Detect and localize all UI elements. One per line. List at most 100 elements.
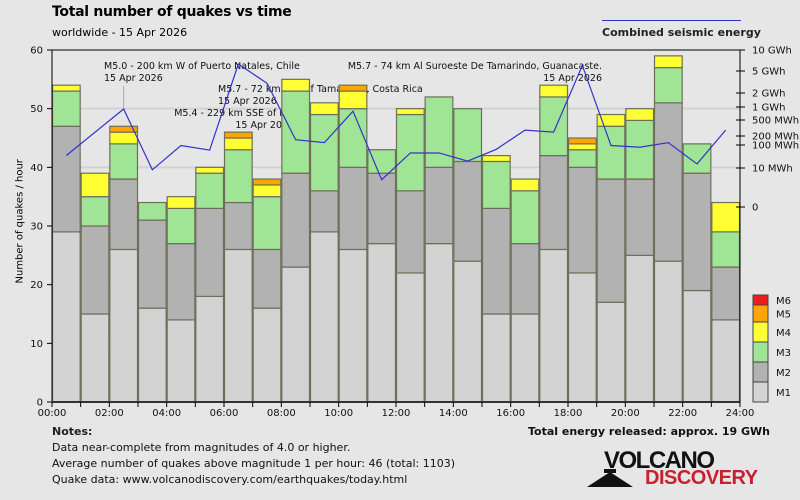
bar-segment-m1	[195, 295, 225, 403]
legend-label: M2	[776, 368, 791, 379]
bar-segment-m2	[395, 190, 425, 274]
energy-tick-label: 5 GWh	[752, 67, 786, 78]
energy-line	[65, 63, 727, 181]
legend-swatch-m4	[752, 321, 769, 343]
note-link[interactable]: Quake data: www.volcanodiscovery.com/ear…	[52, 473, 408, 486]
bar-segment-m3	[424, 96, 454, 168]
bar-segment-m4	[596, 113, 626, 127]
energy-line-layer	[65, 63, 727, 181]
bar-segment-m2	[137, 219, 167, 309]
bar-segment-m4	[309, 102, 339, 116]
y-tick-label: 0	[37, 398, 43, 409]
energy-legend-label: Combined seismic energy	[602, 26, 761, 39]
bar-segment-m3	[109, 143, 139, 180]
energy-tick-label: 1 GWh	[752, 103, 786, 114]
annotation-text: 15 Apr 2026	[104, 73, 163, 84]
bar-segment-m2	[309, 190, 339, 233]
x-tick-label: 22:00	[668, 408, 697, 419]
energy-tick-label: 10 GWh	[752, 46, 792, 57]
bar-segment-m1	[281, 266, 311, 403]
bar-segment-m2	[367, 172, 397, 245]
bar-segment-m3	[51, 90, 81, 127]
bar-segment-m1	[711, 319, 741, 403]
legend-label: M1	[776, 388, 791, 399]
bar-segment-m1	[166, 319, 196, 403]
bar-segment-m2	[625, 178, 655, 256]
chart-subtitle: worldwide - 15 Apr 2026	[52, 26, 188, 39]
bar-segment-m1	[596, 301, 626, 403]
bar-segment-m2	[567, 166, 597, 274]
annotation-text: 15 Apr 2026	[218, 96, 277, 107]
x-tick-label: 00:00	[38, 408, 67, 419]
bar-segment-m3	[453, 108, 483, 163]
logo-text-bottom: DISCOVERY	[645, 467, 758, 489]
bar-segment-m2	[252, 248, 282, 309]
annotation-text: M5.7 - 72 km SSE of Tamarindo, Costa Ric…	[218, 84, 423, 95]
bar-segment-m2	[711, 266, 741, 321]
bar-segment-m4	[109, 131, 139, 145]
energy-legend-line	[602, 20, 741, 21]
bar-segment-m1	[567, 272, 597, 403]
annotation-text: M5.0 - 200 km W of Puerto Natales, Chile	[104, 61, 300, 72]
bar-segment-m5	[567, 137, 597, 145]
bar-segment-m1	[51, 231, 81, 403]
bar-segment-m3	[367, 149, 397, 174]
bar-segment-m2	[481, 207, 511, 315]
x-tick-label: 14:00	[439, 408, 468, 419]
notes-title: Notes:	[52, 425, 93, 438]
bar-segment-m3	[195, 172, 225, 209]
bar-segment-m4	[166, 196, 196, 210]
x-tick-label: 18:00	[554, 408, 583, 419]
bar-segment-m1	[367, 243, 397, 403]
x-tick-label: 08:00	[267, 408, 296, 419]
bar-segment-m2	[195, 207, 225, 297]
bar-segment-m4	[510, 178, 540, 192]
x-tick-label: 16:00	[496, 408, 525, 419]
bar-segment-m3	[252, 196, 282, 251]
bar-segment-m1	[653, 260, 683, 403]
bar-segment-m2	[80, 225, 110, 315]
bar-segment-m4	[223, 137, 253, 151]
legend-label: M6	[776, 296, 791, 307]
bar-segment-m3	[223, 149, 253, 204]
energy-tick-label: 500 MWh	[752, 116, 799, 127]
chart-title: Total number of quakes vs time	[52, 4, 292, 20]
note-line: Average number of quakes above magnitude…	[52, 457, 455, 470]
x-tick-label: 06:00	[210, 408, 239, 419]
note-line: Data near-complete from magnitudes of 4.…	[52, 441, 351, 454]
y-tick-label: 10	[30, 339, 43, 350]
x-tick-label: 04:00	[152, 408, 181, 419]
bar-segment-m3	[137, 201, 167, 221]
x-tick-label: 12:00	[382, 408, 411, 419]
bar-segment-m3	[481, 160, 511, 209]
y-tick-label: 20	[30, 280, 43, 291]
energy-tick-label: 0	[752, 203, 758, 214]
bar-segment-m1	[395, 272, 425, 403]
energy-tick-label: 10 MWh	[752, 164, 793, 175]
bar-segment-m3	[682, 143, 712, 174]
bar-segment-m5	[109, 125, 139, 133]
legend-swatch-m6	[752, 294, 769, 306]
x-tick-label: 20:00	[611, 408, 640, 419]
bar-segment-m4	[625, 108, 655, 121]
logo-text-top: VOLCANO	[604, 447, 715, 474]
annotations: M5.0 - 200 km W of Puerto Natales, Chile…	[104, 61, 602, 131]
bar-segment-m4	[195, 166, 225, 174]
bar-segment-m1	[338, 248, 368, 403]
x-tick-label: 02:00	[95, 408, 124, 419]
bar-segment-m1	[625, 254, 655, 403]
energy-tick-label: 100 MWh	[752, 141, 799, 152]
legend-label: M5	[776, 310, 791, 321]
bar-segment-m3	[539, 96, 569, 157]
annotation-text: M5.4 - 229 km SSE of I	[174, 108, 282, 119]
bar-segment-m1	[309, 231, 339, 403]
legend-swatch-m3	[752, 341, 769, 363]
y-tick-label: 50	[30, 104, 43, 115]
bar-segment-m1	[481, 313, 511, 403]
bar-segment-m3	[625, 119, 655, 180]
bar-segment-m4	[281, 78, 311, 92]
annotation-text: 15 Apr 2026	[543, 73, 602, 84]
volcanodiscovery-logo[interactable]: VOLCANO DISCOVERY	[587, 447, 758, 490]
bar-segment-m5	[252, 178, 282, 186]
